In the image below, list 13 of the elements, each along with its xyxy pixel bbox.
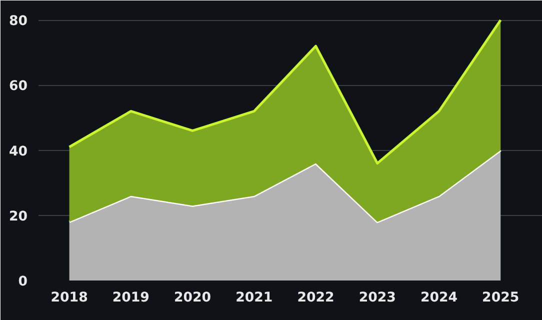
x-tick-label: 2023 bbox=[358, 290, 396, 306]
y-tick-label: 80 bbox=[8, 14, 28, 30]
y-tick-label: 20 bbox=[8, 209, 28, 224]
y-tick-label: 60 bbox=[8, 79, 28, 94]
x-tick-label: 2022 bbox=[297, 290, 334, 306]
x-tick-label: 2020 bbox=[174, 290, 212, 306]
y-tick-label: 0 bbox=[18, 274, 28, 290]
x-tick-label: 2021 bbox=[236, 290, 273, 306]
x-tick-label: 2019 bbox=[112, 290, 150, 306]
x-tick-label: 2024 bbox=[420, 290, 458, 306]
y-tick-label: 40 bbox=[8, 144, 28, 160]
x-tick-label: 2018 bbox=[50, 290, 88, 306]
x-tick-label: 2025 bbox=[482, 290, 520, 306]
